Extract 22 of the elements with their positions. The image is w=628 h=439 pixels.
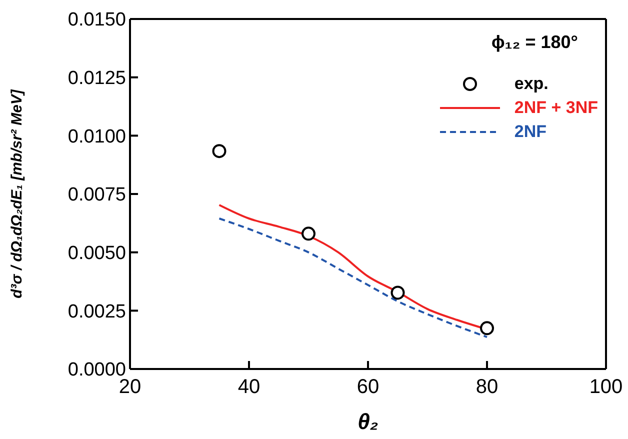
y-tick-label: 0.0050	[68, 243, 126, 264]
y-tick-label: 0.0150	[68, 10, 126, 31]
x-tick-label: 60	[356, 376, 380, 398]
annotation: ϕ₁₂ = 180°	[491, 32, 578, 53]
point	[302, 226, 316, 241]
y-tick-label: 0.0100	[68, 126, 126, 148]
y-tick-label: 0.0075	[68, 184, 126, 206]
x-axis-title: θ₂	[358, 409, 378, 434]
legend-label: 2NF	[514, 122, 547, 142]
legend-label: exp.	[514, 74, 548, 94]
x-tick-label: 100	[589, 376, 623, 398]
line-series	[218, 218, 488, 338]
point	[390, 286, 405, 300]
x-tick-label: 40	[238, 376, 260, 398]
y-tick-label: 0.0025	[68, 301, 126, 322]
legend-label: 2NF + 3NF	[514, 98, 598, 118]
x-tick-label: 20	[118, 376, 142, 398]
y-axis-title: d³σ / dΩ₁dΩ₂dE₁ [mb/sr² MeV]	[8, 88, 26, 298]
point	[480, 321, 494, 336]
point	[212, 144, 226, 158]
x-tick-label: 80	[476, 376, 498, 398]
y-tick-label: 0.0125	[68, 68, 126, 90]
